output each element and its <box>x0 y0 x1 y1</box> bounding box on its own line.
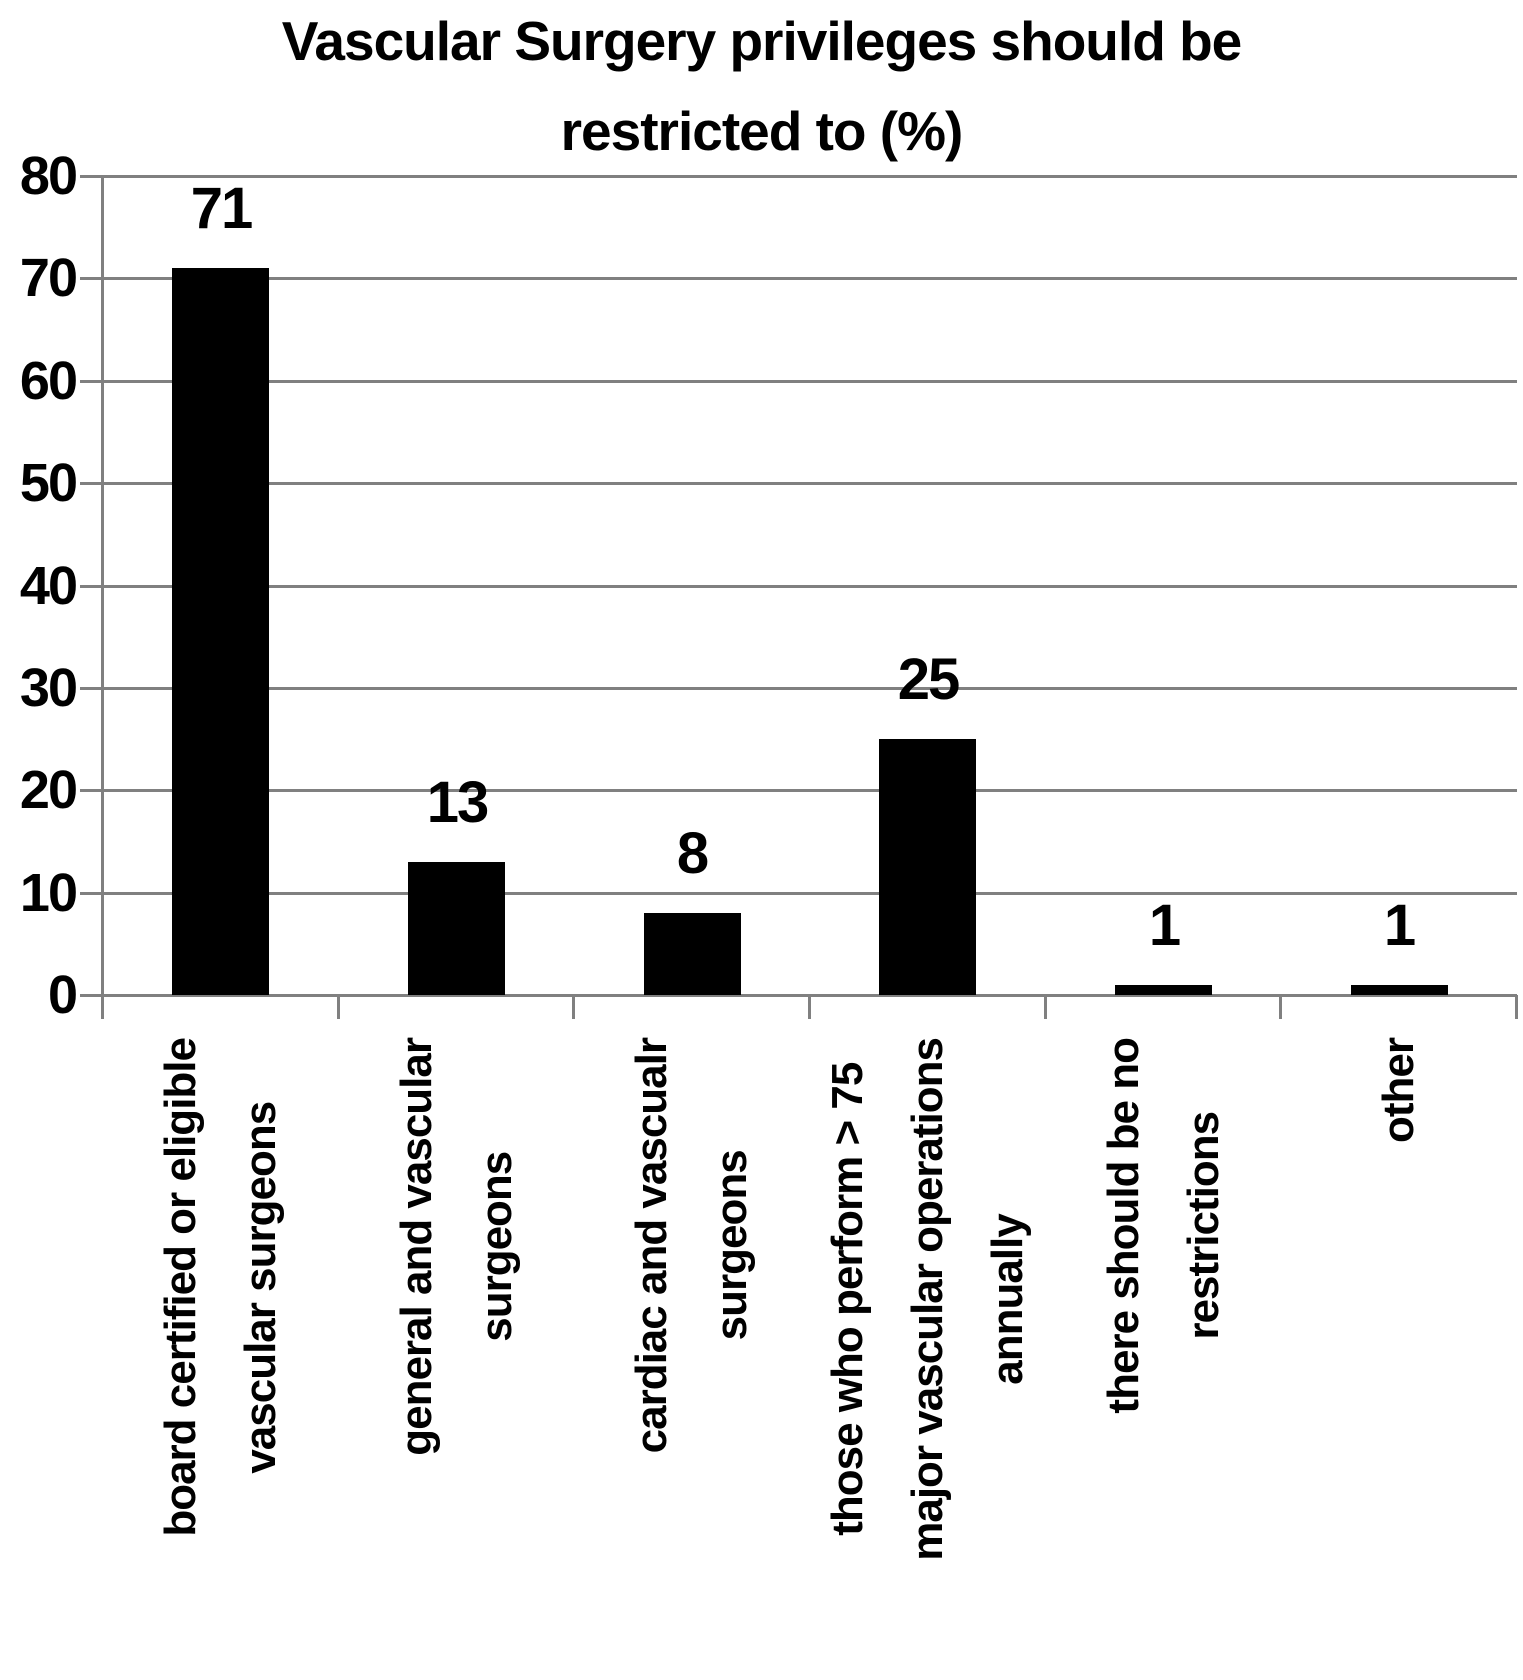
bar <box>1351 985 1448 995</box>
y-axis-tick <box>80 277 103 280</box>
category-label-line: surgeons <box>472 1151 521 1342</box>
y-axis-tick <box>80 482 103 485</box>
y-axis-tick <box>80 789 103 792</box>
bar-value-label: 1 <box>1383 893 1416 958</box>
chart-title: Vascular Surgery privileges should be re… <box>0 0 1523 176</box>
category-label-line: annually <box>983 1214 1032 1385</box>
category-label-line: major vascular operations <box>903 1038 952 1561</box>
gridline <box>103 175 1517 178</box>
category-label-line: vascular surgeons <box>236 1101 285 1474</box>
category-label: there should be no restrictions <box>1084 1038 1244 1414</box>
y-axis-label: 50 <box>19 453 78 513</box>
gridline <box>103 277 1517 280</box>
x-axis-tick <box>1044 995 1047 1019</box>
y-axis-tick <box>80 892 103 895</box>
y-axis-label: 70 <box>19 248 78 308</box>
bar-value-label: 1 <box>1148 893 1181 958</box>
y-axis-tick <box>80 585 103 588</box>
y-axis-label: 80 <box>19 146 78 206</box>
category-label-line: board certified or eligible <box>156 1038 205 1537</box>
bar-value-label: 25 <box>897 647 961 712</box>
x-axis-tick <box>808 995 811 1019</box>
category-label: cardiac and vascualr surgeons <box>612 1038 772 1453</box>
y-axis-label: 30 <box>19 658 78 718</box>
y-axis-label: 20 <box>19 760 78 820</box>
bar-value-label: 71 <box>190 176 254 241</box>
category-label-line: restrictions <box>1179 1111 1228 1340</box>
y-axis-label: 0 <box>47 965 78 1025</box>
category-label-line: cardiac and vascualr <box>627 1038 676 1454</box>
category-label-line: those who perform > 75 <box>823 1062 872 1536</box>
gridline <box>103 789 1517 792</box>
bar <box>172 268 269 995</box>
category-label: those who perform > 75 major vascular ope… <box>808 1038 1048 1561</box>
y-axis-label: 60 <box>19 351 78 411</box>
y-axis-line <box>101 176 104 1019</box>
category-label-line: there should be no <box>1099 1038 1148 1414</box>
bar <box>644 913 741 995</box>
y-axis-tick <box>80 380 103 383</box>
y-axis-label: 10 <box>19 863 78 923</box>
chart-title-line1: Vascular Surgery privileges should be <box>281 10 1243 72</box>
y-axis-tick <box>80 687 103 690</box>
category-label: board certified or eligible vascular surg… <box>141 1038 301 1537</box>
bar <box>408 862 505 995</box>
gridline <box>103 482 1517 485</box>
x-axis-tick <box>1279 995 1282 1019</box>
gridline <box>103 585 1517 588</box>
chart-title-line2: restricted to (%) <box>560 100 964 162</box>
bar-value-label: 13 <box>426 770 490 835</box>
x-axis-tick <box>1515 995 1518 1019</box>
bar <box>879 739 976 995</box>
gridline <box>103 892 1517 895</box>
x-axis-tick <box>572 995 575 1019</box>
y-axis-tick <box>80 994 103 997</box>
y-axis-tick <box>80 175 103 178</box>
bar-value-label: 8 <box>676 821 709 886</box>
category-label-line: other <box>1374 1038 1423 1143</box>
gridline <box>103 687 1517 690</box>
category-label-line: general and vascular <box>392 1038 441 1456</box>
x-axis-tick <box>337 995 340 1019</box>
bar <box>1115 985 1212 995</box>
category-label-line: surgeons <box>707 1150 756 1341</box>
gridline <box>103 380 1517 383</box>
y-axis-label: 40 <box>19 556 78 616</box>
category-label: other <box>1359 1038 1439 1143</box>
category-label: general and vascular surgeons <box>377 1038 537 1456</box>
